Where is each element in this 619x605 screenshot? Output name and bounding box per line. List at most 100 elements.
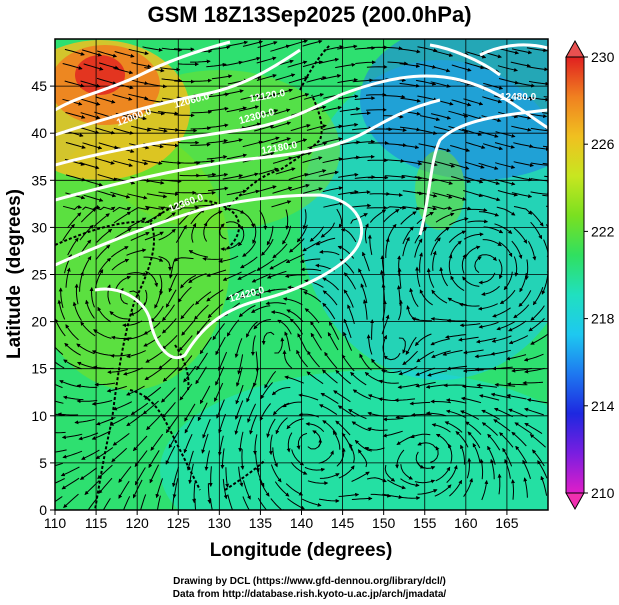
streamline-arrow	[234, 338, 243, 358]
streamline-arrow	[481, 285, 500, 296]
streamline-arrow	[410, 433, 431, 439]
streamline-arrow	[239, 189, 260, 197]
streamline-arrow	[109, 311, 128, 320]
chart-title: GSM 18Z13Sep2025 (200.0hPa)	[147, 2, 472, 27]
streamline-arrow	[541, 112, 548, 114]
streamline-arrow	[270, 498, 286, 510]
streamline-arrow	[82, 142, 103, 150]
streamline-arrow	[190, 59, 211, 64]
streamline-arrow	[112, 94, 133, 101]
streamline-arrow	[430, 113, 452, 120]
streamline-arrow	[382, 46, 403, 51]
streamline-arrow	[476, 337, 497, 344]
streamline-arrow	[504, 458, 511, 479]
streamline-arrow	[131, 62, 152, 69]
x-tick-label: 110	[44, 515, 67, 531]
streamline-arrow	[57, 299, 66, 320]
streamline-arrow	[425, 384, 447, 389]
streamline-arrow	[65, 324, 79, 341]
streamline-arrow	[242, 496, 250, 510]
streamline-arrow	[270, 310, 291, 319]
streamline-arrow	[266, 288, 287, 293]
streamline-arrow	[67, 212, 82, 229]
streamline-arrow	[445, 398, 467, 404]
streamline-arrow	[508, 320, 527, 332]
streamline-arrow	[218, 413, 226, 434]
streamline-arrow	[302, 187, 323, 194]
streamline-arrow	[494, 223, 513, 234]
streamline-arrow	[72, 301, 82, 321]
x-tick-label: 150	[372, 515, 396, 531]
streamline-arrow	[451, 176, 472, 184]
streamline-arrow	[302, 39, 323, 47]
streamline-arrow	[62, 223, 75, 241]
streamline-arrow	[399, 82, 420, 88]
streamline-arrow	[81, 449, 100, 460]
streamline-arrow	[282, 225, 292, 245]
streamline-arrow	[493, 407, 514, 418]
streamline-arrow	[62, 204, 82, 210]
streamline-arrow	[419, 289, 433, 306]
streamline-arrow	[494, 382, 516, 387]
streamline-arrow	[511, 479, 515, 500]
streamline-arrow	[461, 253, 467, 274]
streamline-arrow	[541, 275, 548, 295]
streamline-arrow	[508, 335, 529, 345]
streamline-arrow	[215, 366, 225, 386]
streamline-arrow	[284, 273, 306, 278]
streamline-arrow	[448, 230, 467, 243]
streamline-arrow	[435, 212, 455, 223]
streamline-arrow	[146, 83, 167, 89]
streamline-arrow	[255, 451, 260, 473]
streamline-arrow	[207, 483, 212, 504]
streamline-arrow	[168, 258, 176, 279]
streamline-arrow	[398, 144, 420, 150]
streamline-arrow	[349, 443, 355, 463]
streamline-arrow	[158, 111, 179, 116]
streamline-arrow	[328, 321, 340, 340]
streamline-arrow	[96, 416, 116, 426]
x-axis-label: Longitude (degrees)	[210, 540, 393, 561]
streamline-arrow	[305, 421, 325, 433]
colorbar-tick-label: 226	[591, 136, 615, 152]
y-tick-label: 0	[39, 502, 47, 518]
streamline-arrow	[80, 112, 101, 120]
streamline-arrow	[238, 466, 244, 487]
streamline-arrow	[286, 432, 293, 453]
streamline-arrow	[62, 450, 83, 459]
streamline-arrow	[240, 93, 261, 100]
streamline-arrow	[528, 318, 545, 332]
streamline-arrow	[439, 266, 449, 287]
streamline-arrow	[327, 332, 339, 351]
streamline-arrow	[55, 361, 65, 369]
streamline-arrow	[479, 394, 500, 401]
streamline-arrow	[89, 287, 95, 308]
streamline-arrow	[382, 334, 387, 355]
streamline-arrow	[150, 305, 164, 322]
streamline-arrow	[222, 174, 244, 180]
streamline-arrow	[343, 289, 354, 308]
x-tick-label: 145	[331, 515, 355, 531]
streamline-arrow	[272, 447, 278, 468]
streamline-arrow	[530, 221, 543, 240]
streamline-arrow	[511, 431, 527, 447]
streamline-arrow	[417, 46, 438, 53]
streamline-arrow	[402, 236, 410, 257]
streamline-arrow	[419, 252, 423, 273]
streamline-arrow	[320, 392, 339, 405]
y-tick-label: 15	[31, 361, 47, 377]
streamline-arrow	[399, 126, 421, 132]
streamline-arrow	[124, 333, 146, 341]
streamline-arrow	[530, 305, 545, 321]
y-tick-label: 25	[31, 267, 47, 283]
colorbar-tick-label: 230	[591, 49, 615, 65]
streamline-arrow	[354, 96, 376, 101]
streamline-arrow	[282, 297, 303, 306]
streamline-arrow	[462, 128, 483, 136]
streamline-arrow	[87, 497, 98, 510]
streamline-arrow	[513, 142, 534, 149]
streamline-arrow	[81, 255, 92, 275]
streamline-arrow	[430, 446, 440, 463]
streamline-arrow	[338, 190, 359, 196]
streamline-arrow	[253, 319, 271, 330]
